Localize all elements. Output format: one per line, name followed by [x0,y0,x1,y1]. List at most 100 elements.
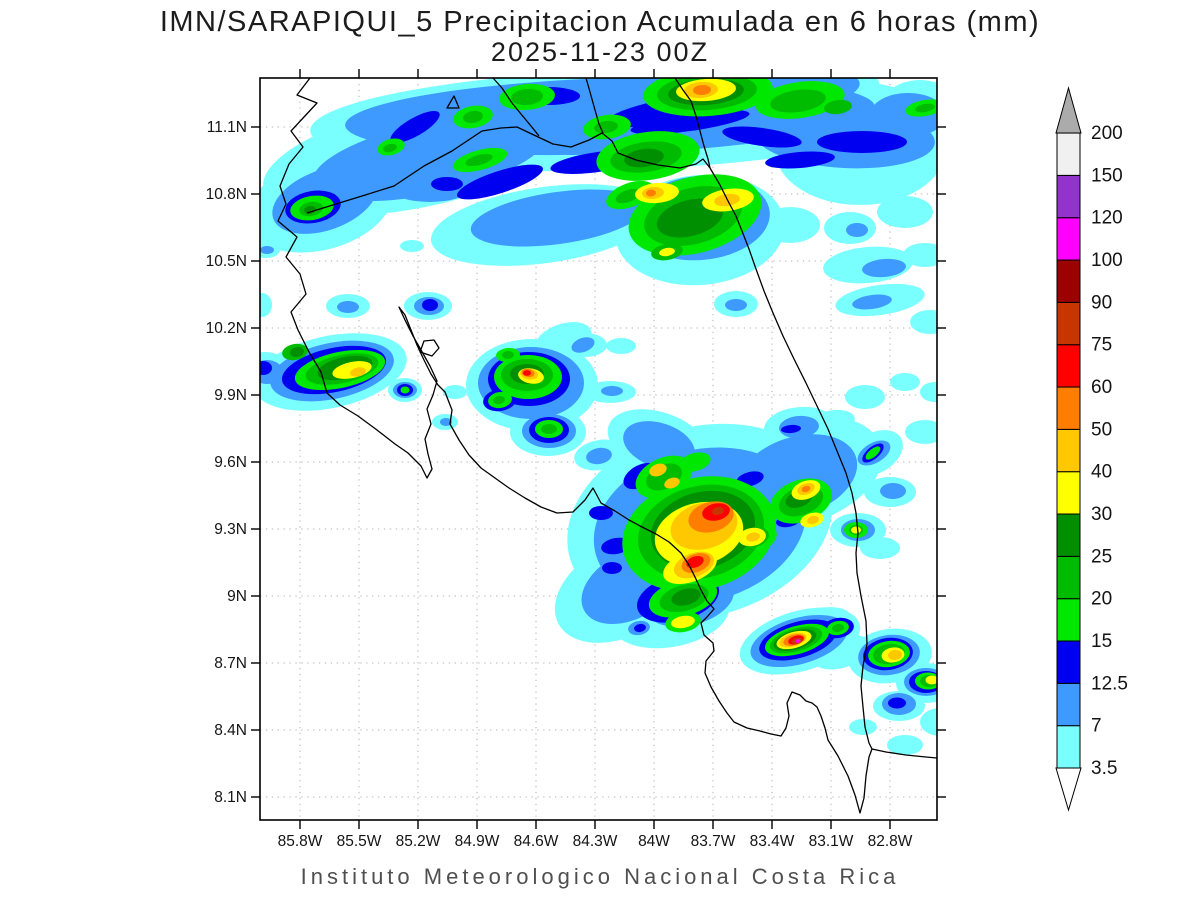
precip-contour [649,463,667,477]
precip-contour [350,367,366,377]
precip-contour [845,385,885,409]
precip-contour [905,420,937,444]
lat-tick-label: 8.4N [214,722,247,739]
colorbar-segment [1056,344,1081,388]
precip-contour [849,719,877,735]
precip-contour [765,151,835,169]
precip-contour [630,109,750,135]
precip-contour [659,247,675,257]
precip-contour [910,310,937,334]
colorbar-label: 3.5 [1091,758,1117,779]
precip-contour [760,207,820,243]
colorbar-label: 90 [1091,292,1112,313]
precip-contour [824,99,852,115]
precip-contour [817,131,907,153]
colorbar-segment [1056,555,1081,600]
axis-ticks: 85.8W 85.5W 85.2W 84.9W 84.6W 84.3W 84W 83.7W 83… [206,69,946,850]
lat-tick-label: 11.1N [207,119,247,136]
coastline [585,78,604,134]
precip-contour [601,386,623,396]
precip-contour [851,526,861,534]
precip-contour [431,177,463,191]
precip-contour [465,153,493,167]
precip-contour [722,126,802,148]
lat-tick-label: 9.3N [214,521,247,538]
precip-contour [877,196,933,228]
colorbar-label: 20 [1091,589,1112,610]
precip-contour [664,477,680,489]
precip-contour [589,506,613,520]
lat-tick-label: 10.8N [206,186,247,203]
precip-contour [400,240,424,252]
precip-contour [523,370,531,376]
precipitation-field [260,78,937,755]
colorbar: 3.5 7 12.5 15 20 25 30 40 50 60 75 90 100 120 150 200 [1055,86,1128,812]
colorbar-segment [1056,471,1081,515]
lat-tick-label: 9.9N [214,387,247,404]
precip-contour [493,395,505,405]
precip-contour [260,246,274,254]
precip-contour [832,623,844,633]
colorbar-segment [1056,725,1081,769]
colorbar-segment [1056,428,1081,473]
chart-subtitle-datetime: 2025-11-23 00Z [490,37,710,67]
lat-tick-label: 10.5N [206,253,247,270]
coastline [674,78,711,169]
precip-contour [888,697,906,709]
lon-tick-label: 84W [638,833,670,850]
precip-contour [606,338,636,354]
precip-contour [781,424,801,434]
colorbar-label: 25 [1091,546,1112,567]
precip-contour [571,337,595,353]
precip-contour [903,243,937,267]
colorbar-segment [1056,259,1081,303]
precip-contour [586,447,612,465]
precip-contour [337,301,359,313]
precip-contour [770,89,826,113]
precip-contour [679,452,711,472]
precip-contour [920,708,937,736]
colorbar-segment [1056,174,1081,219]
precip-contour [807,515,819,525]
precip-contour [862,258,906,278]
colorbar-segment [1056,640,1081,684]
precip-contour [260,361,272,375]
precip-contour [887,735,923,755]
colorbar-label: 30 [1091,504,1112,525]
lon-tick-label: 82.8W [868,833,913,850]
colorbar-label: 15 [1091,631,1112,652]
precip-contour [457,164,543,200]
coastlines [277,78,937,814]
precip-contour [290,346,304,358]
precip-contour [860,537,900,559]
colorbar-label: 7 [1091,716,1102,737]
lon-tick-label: 85.2W [396,833,441,850]
colorbar-segment [1056,386,1081,430]
precip-contour [880,483,906,499]
lat-tick-label: 8.1N [214,789,247,806]
coastline [277,78,937,814]
precip-contour [634,623,646,633]
precip-contour [865,446,881,460]
precip-contour [390,110,440,144]
colorbar-label: 100 [1091,250,1123,271]
colorbar-under-arrow [1055,767,1082,812]
precip-contour [304,205,316,215]
colorbar-label: 150 [1091,165,1123,186]
lon-tick-label: 85.8W [278,833,323,850]
precip-contour [295,243,311,251]
colorbar-label: 12.5 [1091,673,1128,694]
lon-tick-label: 85.5W [337,833,382,850]
precip-contour [502,350,514,360]
colorbar-segment [1056,301,1081,346]
coastline [419,339,440,357]
precip-contour [646,189,656,197]
precip-contour [671,615,695,629]
precip-contour [470,189,646,247]
coastline [709,167,873,750]
lon-tick-label: 83.7W [691,833,736,850]
precip-contour [443,385,467,399]
precip-contour [602,562,622,574]
precip-contour [440,418,452,426]
